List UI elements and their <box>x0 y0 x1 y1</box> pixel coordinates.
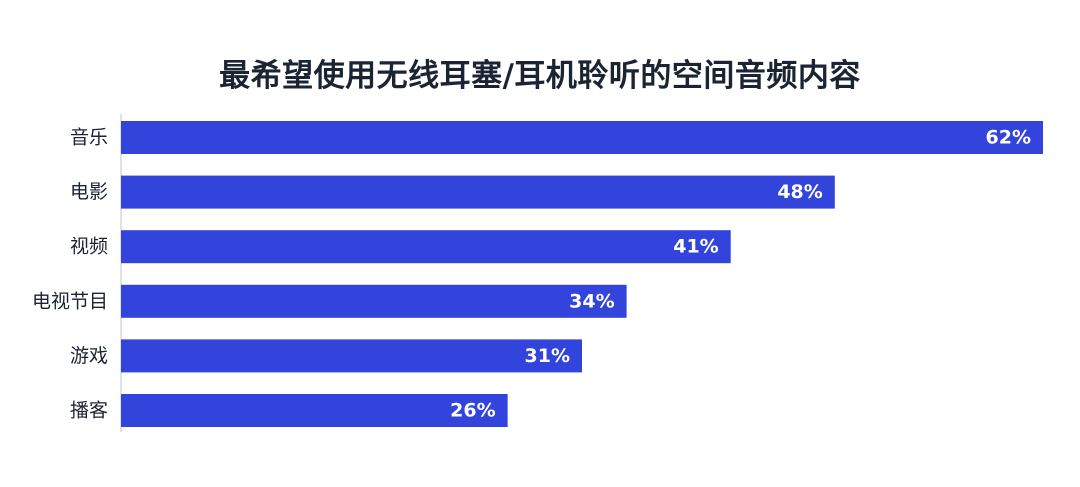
category-label-3: 电视节目 <box>32 290 108 312</box>
bar-4 <box>121 339 582 373</box>
bar-1 <box>121 175 835 209</box>
value-label-3: 34% <box>569 290 614 312</box>
bars-layer: 音乐 62% 电影 48% 视频 41% 电视节目 34% 游戏 31% 播客 26% <box>32 121 1043 427</box>
category-label-0: 音乐 <box>70 127 108 149</box>
category-label-5: 播客 <box>70 400 108 422</box>
value-label-1: 48% <box>777 181 822 203</box>
bar-2 <box>121 230 731 264</box>
value-label-0: 62% <box>986 127 1031 149</box>
category-label-4: 游戏 <box>70 345 108 367</box>
bar-0 <box>121 121 1043 154</box>
value-label-2: 41% <box>673 236 718 258</box>
bar-5 <box>121 394 508 427</box>
value-label-5: 26% <box>450 400 495 422</box>
value-label-4: 31% <box>525 345 570 367</box>
bar-3 <box>121 284 627 318</box>
category-label-2: 视频 <box>70 236 108 258</box>
chart-title: 最希望使用无线耳塞/耳机聆听的空间音频内容 <box>219 58 861 94</box>
category-label-1: 电影 <box>70 181 108 203</box>
